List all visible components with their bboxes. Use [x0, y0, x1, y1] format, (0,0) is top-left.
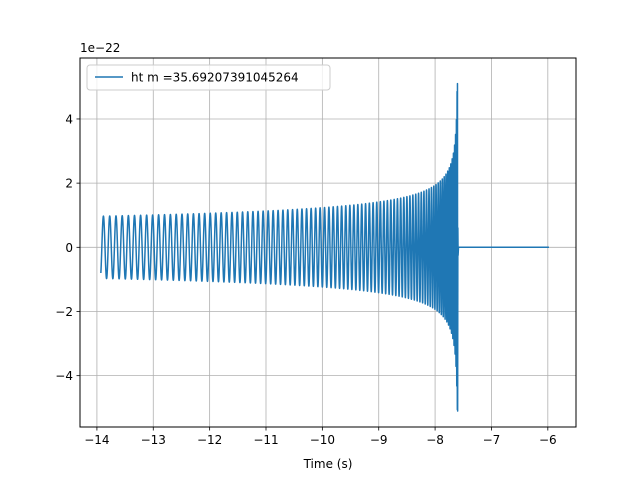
- y-tick-label: 4: [65, 112, 73, 126]
- y-tick-label: −2: [55, 305, 73, 319]
- x-tick-label: −11: [253, 433, 278, 447]
- x-tick-label: −10: [310, 433, 335, 447]
- y-tick-label: 2: [65, 177, 73, 191]
- x-tick-label: −9: [370, 433, 388, 447]
- y-tick-label: 0: [65, 241, 73, 255]
- plot-area: [100, 82, 549, 412]
- x-tick-label: −6: [539, 433, 557, 447]
- x-tick-label: −8: [426, 433, 444, 447]
- x-tick-label: −13: [141, 433, 166, 447]
- legend: ht m =35.69207391045264: [86, 64, 331, 91]
- y-tick-label: −4: [55, 369, 73, 383]
- series-line: [100, 82, 549, 412]
- offset-text: 1e−22: [80, 41, 120, 55]
- y-axis: −4 −2 0 2 4: [55, 112, 80, 383]
- x-tick-label: −14: [84, 433, 109, 447]
- legend-label: ht m =35.69207391045264: [131, 71, 299, 85]
- x-axis: −14 −13 −12 −11 −10 −9 −8 −7 −6: [84, 427, 557, 447]
- legend-box: [86, 64, 331, 91]
- x-axis-label: Time (s): [303, 457, 353, 471]
- axes-frame: [79, 57, 577, 428]
- x-tick-label: −7: [483, 433, 501, 447]
- x-tick-label: −12: [197, 433, 222, 447]
